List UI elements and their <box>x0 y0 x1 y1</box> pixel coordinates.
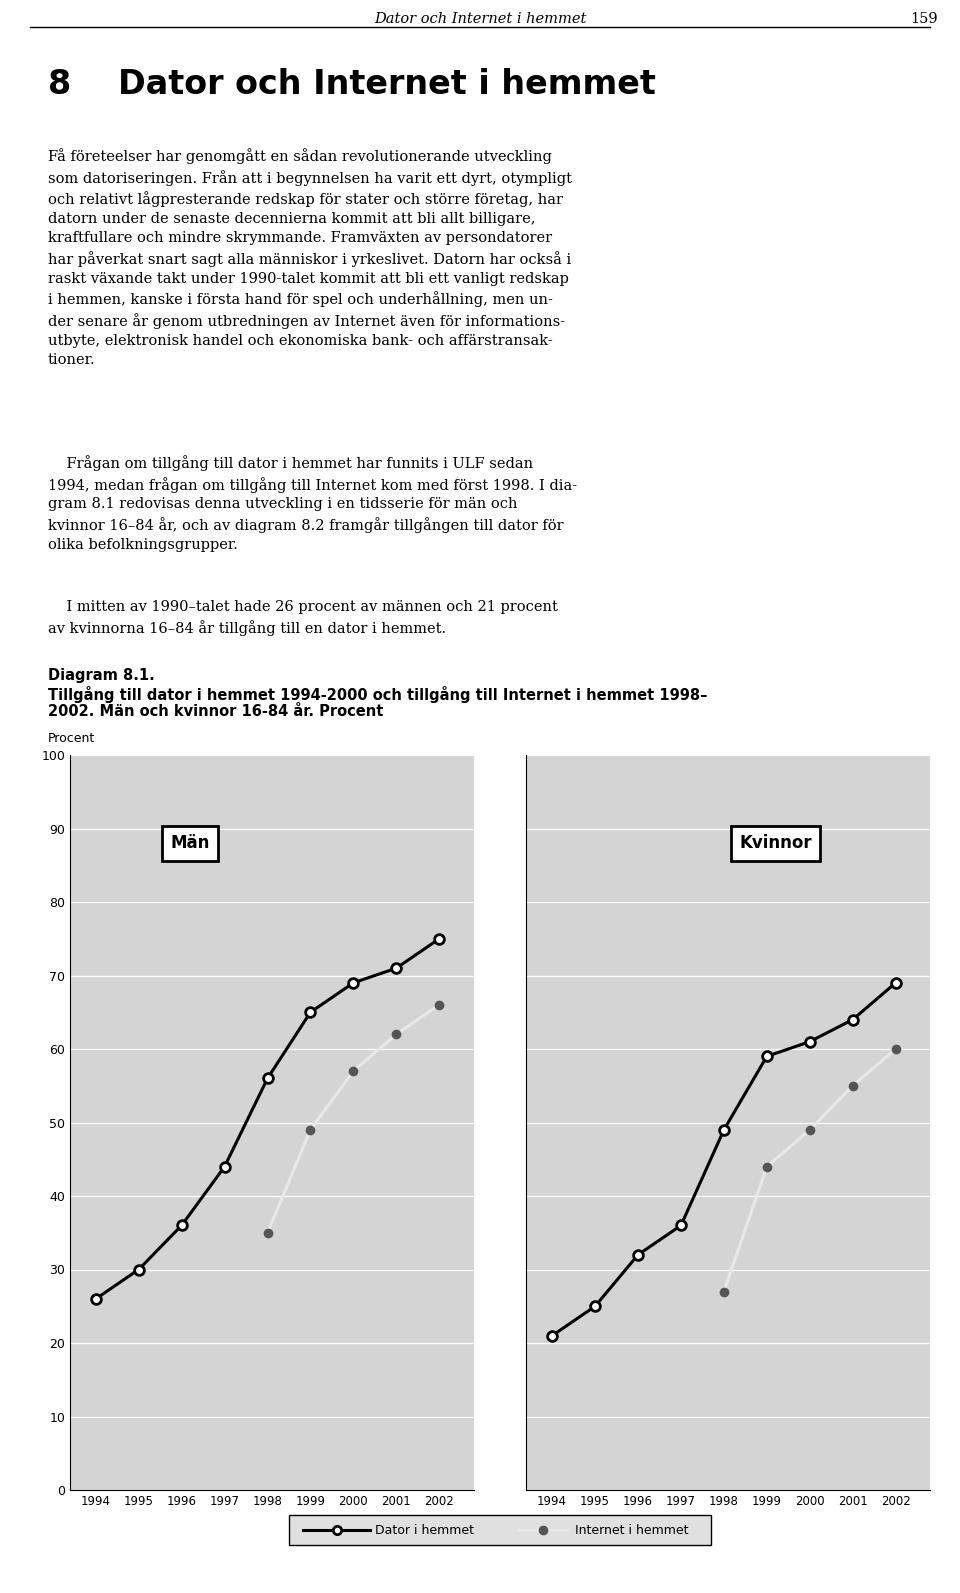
Text: Få företeelser har genomgått en sådan revolutionerande utveckling
som datoriseri: Få företeelser har genomgått en sådan re… <box>48 148 572 366</box>
Text: Frågan om tillgång till dator i hemmet har funnits i ULF sedan
1994, medan fråga: Frågan om tillgång till dator i hemmet h… <box>48 456 577 553</box>
Text: 159: 159 <box>910 13 938 25</box>
Text: I mitten av 1990–talet hade 26 procent av männen och 21 procent
av kvinnorna 16–: I mitten av 1990–talet hade 26 procent a… <box>48 601 558 636</box>
Text: 2002. Män och kvinnor 16-84 år. Procent: 2002. Män och kvinnor 16-84 år. Procent <box>48 704 383 718</box>
Text: 8: 8 <box>48 68 71 100</box>
Text: Dator i hemmet: Dator i hemmet <box>375 1523 474 1537</box>
Text: Procent: Procent <box>48 733 95 746</box>
Text: Kvinnor: Kvinnor <box>739 835 812 852</box>
Text: Internet i hemmet: Internet i hemmet <box>575 1523 688 1537</box>
Text: Män: Män <box>171 835 210 852</box>
Text: Dator och Internet i hemmet: Dator och Internet i hemmet <box>373 13 587 25</box>
Text: Dator och Internet i hemmet: Dator och Internet i hemmet <box>118 68 656 100</box>
Text: Diagram 8.1.: Diagram 8.1. <box>48 667 155 683</box>
Text: Tillgång till dator i hemmet 1994-2000 och tillgång till Internet i hemmet 1998–: Tillgång till dator i hemmet 1994-2000 o… <box>48 687 708 703</box>
